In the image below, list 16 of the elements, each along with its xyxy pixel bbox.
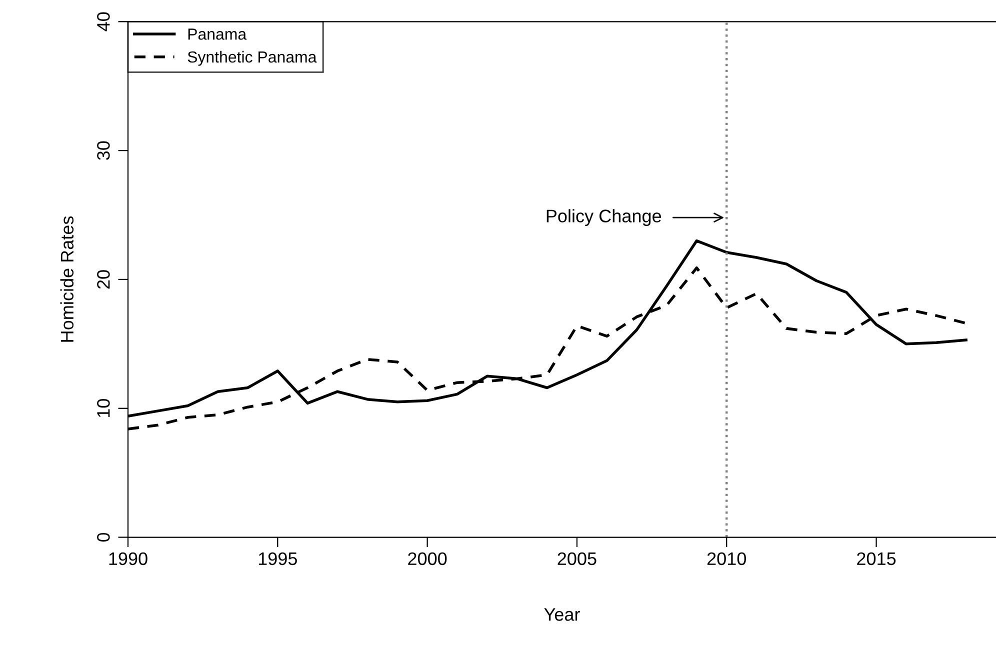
x-axis-title: Year [544,608,580,621]
legend-label: Synthetic Panama [188,50,317,66]
y-axis-title: Homicide Rates [60,216,74,342]
x-tick-label: 2000 [408,552,447,566]
y-tick-label: 20 [97,270,110,289]
y-tick-label: 10 [97,399,110,418]
x-tick-label: 2010 [707,552,746,566]
y-tick-label: 0 [97,532,110,542]
x-tick-label: 2005 [558,552,596,566]
x-tick-label: 1990 [109,552,148,566]
x-tick-label: 1995 [258,552,297,566]
x-tick-label: 2015 [857,552,896,566]
annotation: Policy Change [546,209,662,226]
y-tick-label: 30 [97,141,110,160]
legend-label: Panama [188,28,247,40]
y-tick-label: 40 [97,12,110,32]
